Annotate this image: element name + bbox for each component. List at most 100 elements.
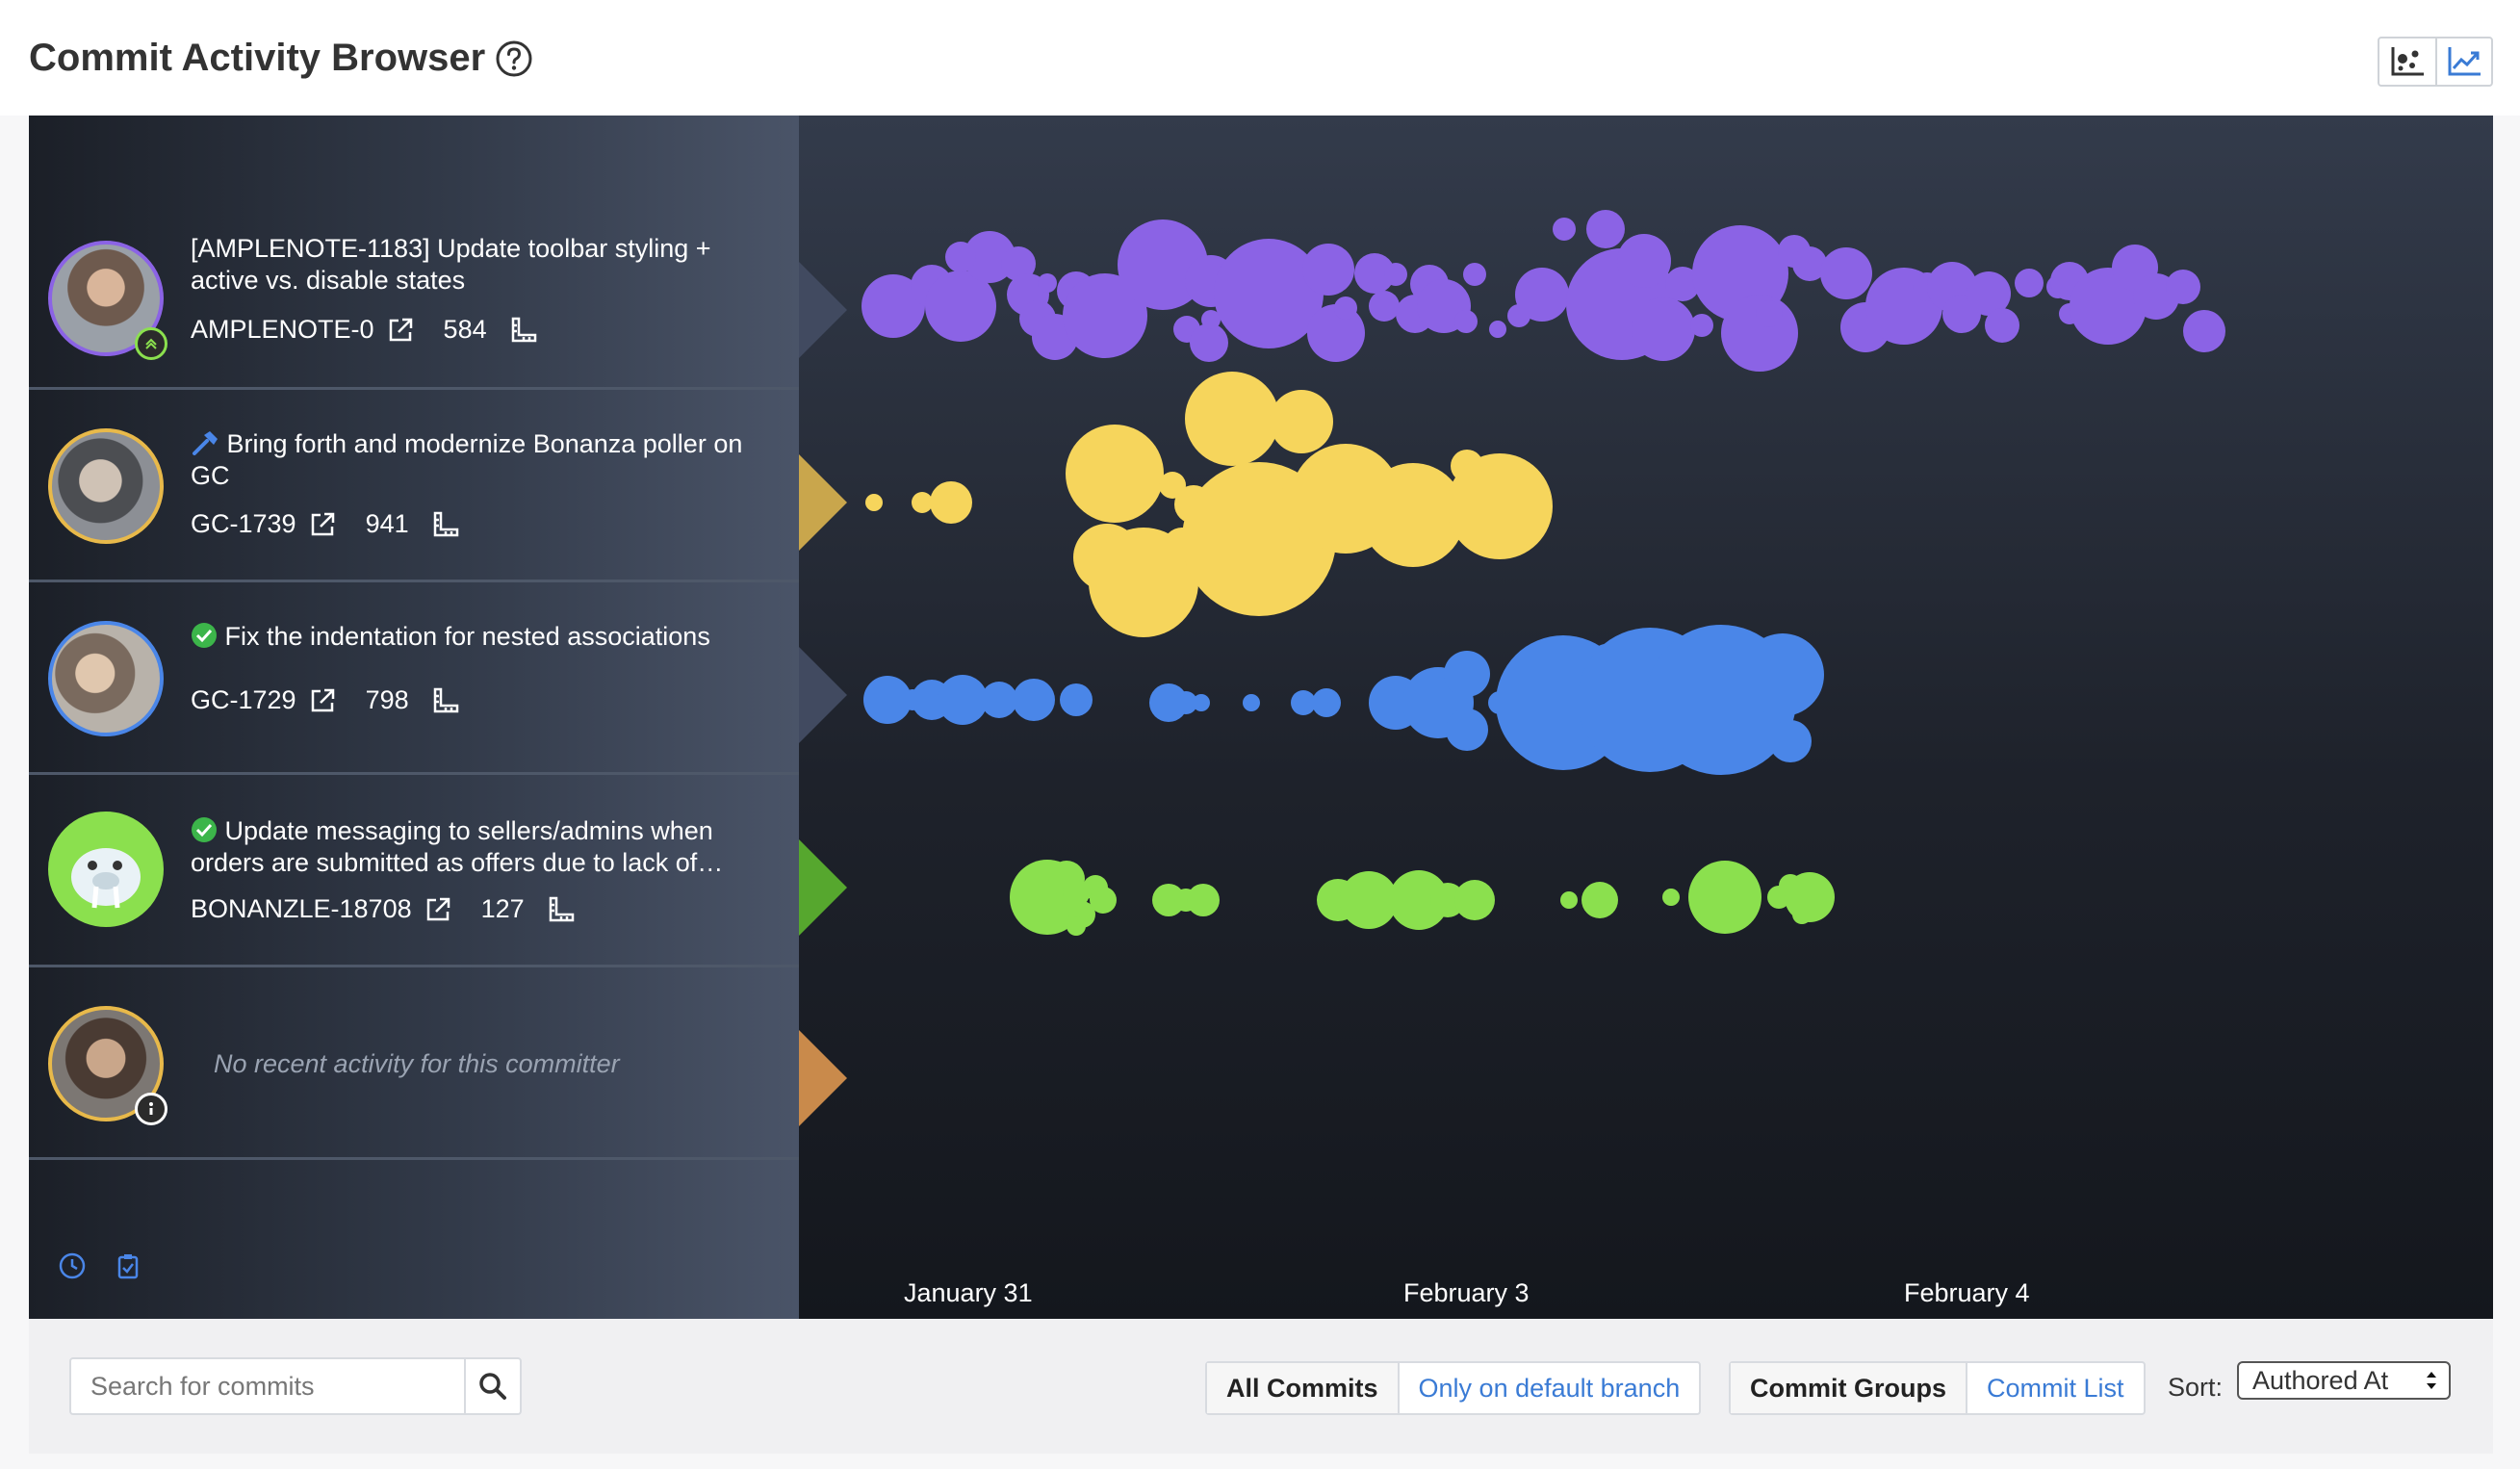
commit-bubble[interactable]	[1361, 463, 1465, 567]
external-link-icon[interactable]	[424, 895, 452, 924]
help-icon[interactable]	[495, 39, 533, 78]
scatter-view-button[interactable]	[2379, 39, 2435, 85]
commit-bubble[interactable]	[1214, 239, 1324, 348]
commit-bubble[interactable]	[861, 274, 925, 338]
commit-bubble[interactable]	[1785, 872, 1835, 922]
branch-name[interactable]: GC-1739	[191, 509, 296, 538]
all-commits-button[interactable]: All Commits	[1207, 1363, 1398, 1413]
commit-bubble[interactable]	[1277, 472, 1295, 489]
committer-row[interactable]: No recent activity for this committer	[29, 967, 799, 1160]
commit-bubble[interactable]	[945, 242, 976, 272]
commit-bubble[interactable]	[1447, 453, 1553, 559]
external-link-icon[interactable]	[308, 510, 337, 539]
clock-icon[interactable]	[58, 1251, 87, 1280]
commit-bubble[interactable]	[1063, 880, 1090, 907]
branch-name[interactable]: BONANZLE-18708	[191, 894, 412, 923]
commit-bubble[interactable]	[1741, 633, 1824, 716]
commit-bubble[interactable]	[1463, 263, 1486, 286]
commit-bubble[interactable]	[1174, 691, 1197, 714]
branch-name[interactable]: AMPLENOTE-0	[191, 315, 374, 344]
commit-bubble[interactable]	[1291, 690, 1316, 715]
commit-bubble[interactable]	[1149, 683, 1188, 722]
commit-bubble[interactable]	[1243, 694, 1260, 711]
commit-bubble[interactable]	[1389, 870, 1449, 930]
commit-bubble[interactable]	[1038, 273, 1057, 293]
avatar[interactable]	[48, 621, 167, 740]
commit-bubble[interactable]	[1302, 244, 1354, 296]
ruler-icon[interactable]	[546, 895, 575, 924]
commit-bubble[interactable]	[1690, 314, 1713, 337]
commit-bubble[interactable]	[1340, 871, 1398, 929]
commit-bubble[interactable]	[1013, 679, 1055, 721]
ruler-icon[interactable]	[508, 316, 537, 345]
commit-bubble[interactable]	[1190, 323, 1228, 362]
commit-bubble[interactable]	[1632, 297, 1695, 361]
commit-bubble[interactable]	[938, 675, 988, 725]
commit-bubble[interactable]	[1369, 291, 1400, 322]
commit-bubble[interactable]	[912, 492, 933, 513]
ruler-icon[interactable]	[430, 510, 459, 539]
search-input[interactable]	[71, 1359, 464, 1413]
commit-bubble[interactable]	[1792, 246, 1827, 281]
commit-bubble[interactable]	[1617, 234, 1671, 288]
commit-message[interactable]: [AMPLENOTE-1183] Update toolbar styling …	[191, 234, 711, 295]
commit-bubble[interactable]	[1067, 916, 1086, 936]
commit-bubble[interactable]	[1118, 219, 1208, 310]
commit-bubble[interactable]	[1152, 884, 1185, 916]
commit-bubble[interactable]	[925, 271, 996, 342]
commit-list-button[interactable]: Commit List	[1966, 1363, 2144, 1413]
committer-row[interactable]: Bring forth and modernize Bonanza poller…	[29, 390, 799, 582]
commit-bubble[interactable]	[1688, 861, 1761, 934]
commit-message[interactable]: Bring forth and modernize Bonanza poller…	[191, 428, 778, 492]
commit-bubble[interactable]	[1312, 688, 1341, 717]
commit-bubble[interactable]	[1201, 310, 1221, 329]
commit-bubble[interactable]	[1489, 321, 1506, 338]
commit-bubble[interactable]	[1090, 887, 1117, 914]
commit-bubble[interactable]	[1066, 425, 1164, 523]
commit-bubble[interactable]	[1586, 210, 1625, 248]
commit-bubble[interactable]	[1001, 246, 1036, 281]
commit-bubble[interactable]	[1060, 683, 1093, 716]
commit-bubble[interactable]	[1769, 720, 1812, 762]
clipboard-check-icon[interactable]	[114, 1251, 142, 1280]
commit-bubble[interactable]	[1553, 218, 1576, 241]
avatar[interactable]	[48, 1006, 167, 1125]
avatar[interactable]	[48, 428, 167, 548]
commit-bubble[interactable]	[1454, 310, 1478, 333]
commit-message[interactable]: Update messaging to sellers/admins when …	[191, 815, 778, 879]
search-button[interactable]	[464, 1359, 520, 1413]
commit-bubble[interactable]	[1270, 390, 1333, 453]
commit-bubble[interactable]	[1187, 884, 1220, 916]
commit-groups-button[interactable]: Commit Groups	[1731, 1363, 1967, 1413]
commit-bubble[interactable]	[2183, 310, 2225, 352]
commit-bubble[interactable]	[2166, 270, 2200, 304]
committer-row[interactable]: [AMPLENOTE-1183] Update toolbar styling …	[29, 116, 799, 390]
ruler-icon[interactable]	[430, 686, 459, 715]
commit-bubble[interactable]	[930, 481, 972, 524]
commit-bubble[interactable]	[1581, 882, 1618, 918]
commit-bubble[interactable]	[1354, 253, 1395, 294]
commit-bubble[interactable]	[1446, 709, 1488, 751]
avatar[interactable]	[48, 812, 167, 931]
line-view-button[interactable]	[2435, 39, 2491, 85]
branch-name[interactable]: GC-1729	[191, 685, 296, 714]
commit-bubble[interactable]	[1515, 268, 1569, 322]
external-link-icon[interactable]	[386, 316, 415, 345]
commit-bubble[interactable]	[1454, 880, 1495, 920]
commit-bubble[interactable]	[1820, 247, 1872, 299]
commit-bubble[interactable]	[1334, 296, 1357, 320]
commit-bubble[interactable]	[1756, 300, 1783, 327]
default-branch-button[interactable]: Only on default branch	[1397, 1363, 1700, 1413]
commit-bubble[interactable]	[1430, 883, 1465, 917]
commit-bubble[interactable]	[1307, 304, 1365, 362]
commit-bubble[interactable]	[1967, 271, 2011, 316]
avatar[interactable]	[48, 241, 167, 360]
sort-select[interactable]: Authored At	[2237, 1361, 2451, 1400]
commit-bubble[interactable]	[1560, 891, 1578, 909]
commit-bubble[interactable]	[863, 676, 912, 724]
external-link-icon[interactable]	[308, 686, 337, 715]
commit-bubble[interactable]	[1444, 651, 1490, 697]
commit-bubble[interactable]	[1665, 267, 1700, 301]
commit-bubble[interactable]	[2015, 269, 2044, 297]
commit-bubble[interactable]	[865, 494, 883, 511]
